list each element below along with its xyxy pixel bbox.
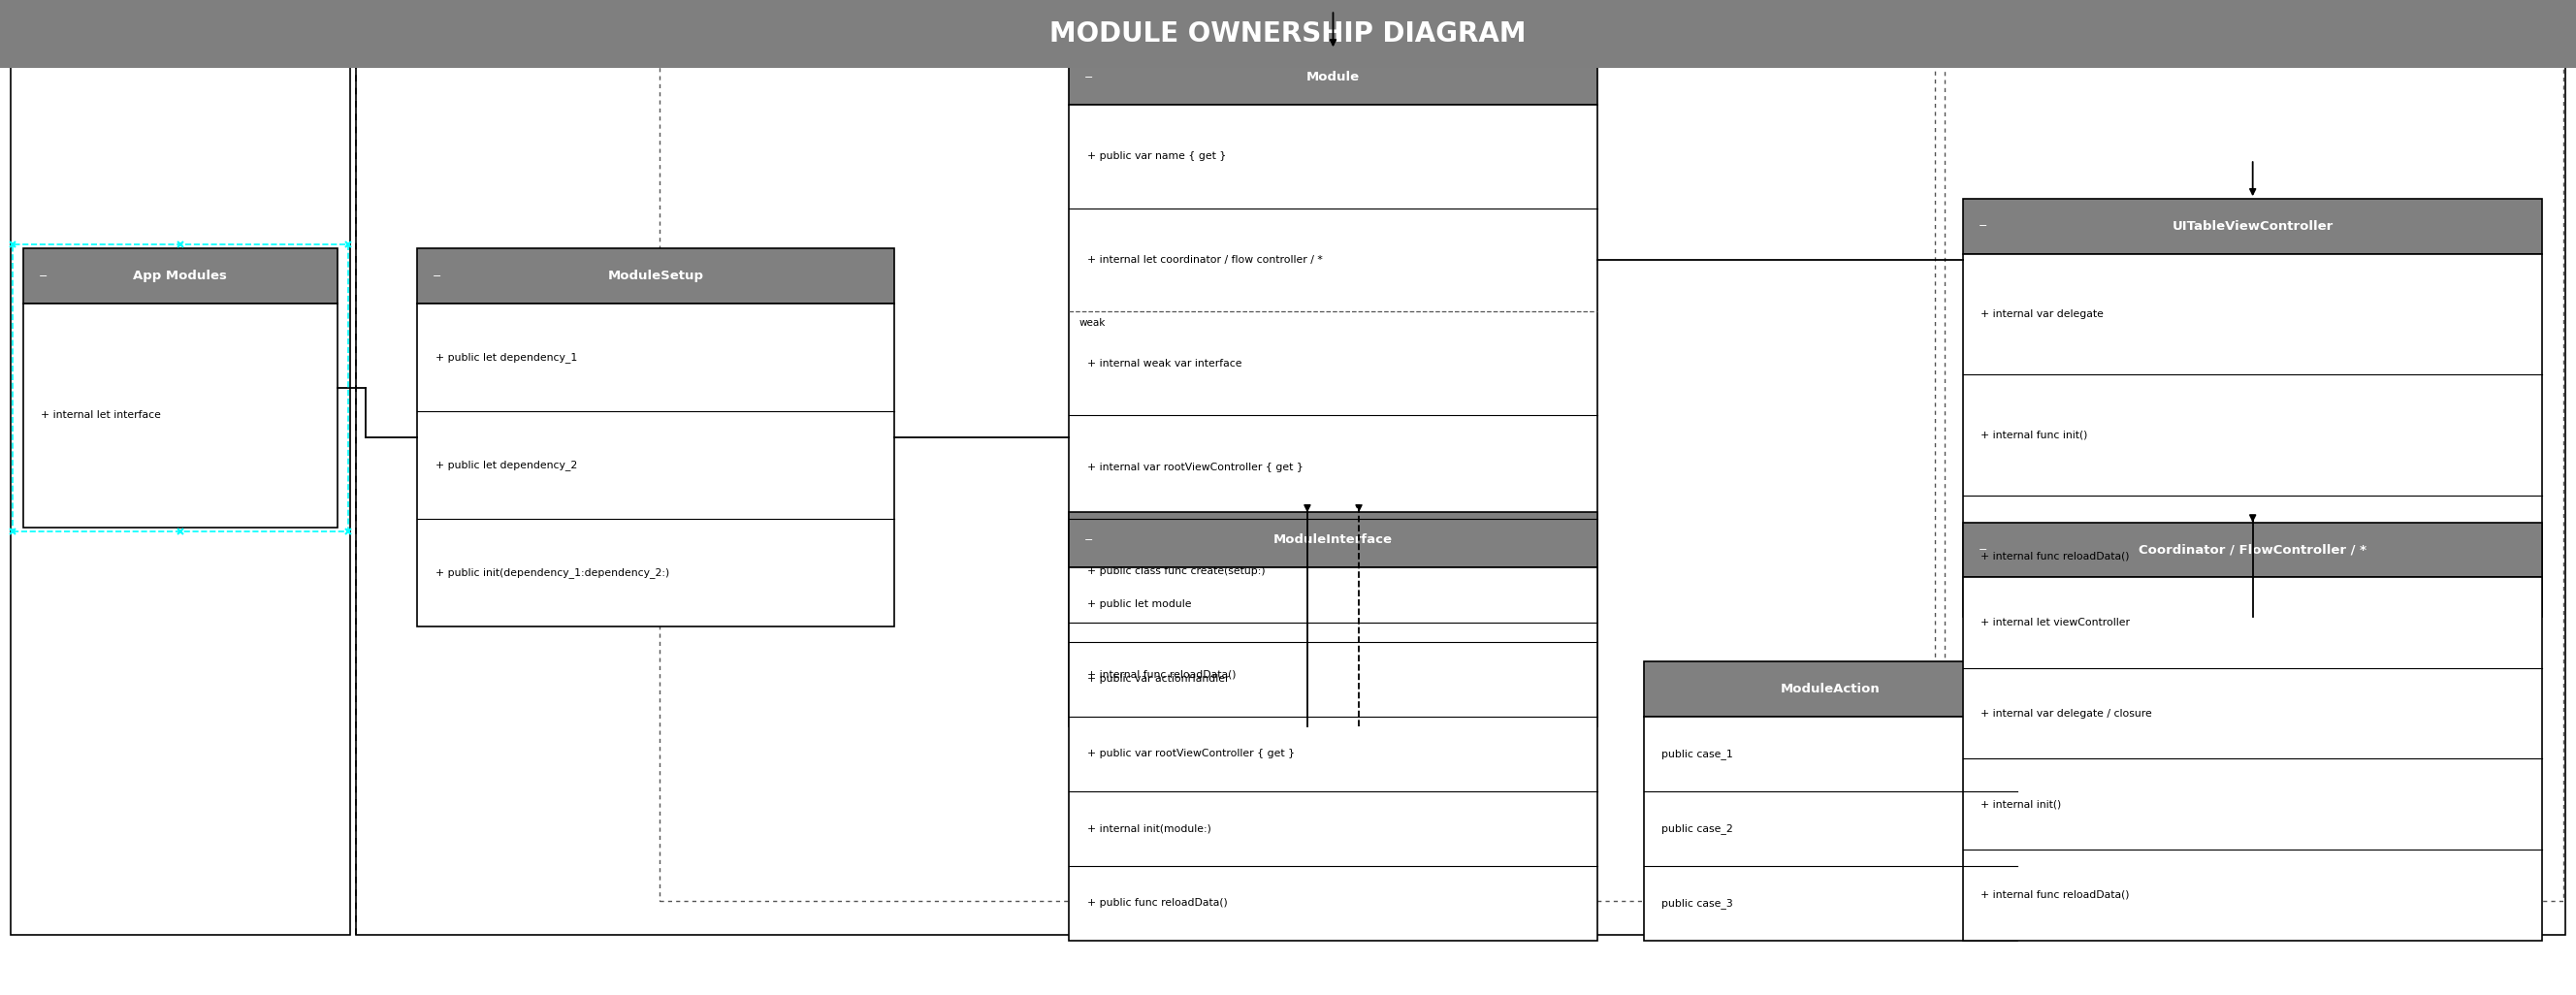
Text: MODULE OWNERSHIP DIAGRAM: MODULE OWNERSHIP DIAGRAM	[1048, 20, 1528, 48]
Text: Framework: Framework	[1409, 40, 1512, 58]
FancyBboxPatch shape	[417, 249, 894, 303]
FancyBboxPatch shape	[1643, 716, 2017, 940]
Text: + internal func init(): + internal func init()	[1981, 431, 2089, 440]
FancyBboxPatch shape	[1069, 104, 1597, 726]
Text: Internal: Internal	[2221, 48, 2287, 63]
FancyBboxPatch shape	[355, 20, 2566, 935]
Text: −: −	[1978, 545, 1989, 554]
FancyBboxPatch shape	[1963, 254, 2543, 617]
Text: + internal func reloadData(): + internal func reloadData()	[1981, 551, 2130, 561]
FancyBboxPatch shape	[1963, 577, 2543, 940]
Text: + internal weak var interface: + internal weak var interface	[1087, 359, 1242, 368]
Text: + internal func reloadData(): + internal func reloadData()	[1981, 891, 2130, 899]
Text: −: −	[1978, 222, 1989, 231]
Text: −: −	[1084, 535, 1095, 544]
Text: + internal var delegate: + internal var delegate	[1981, 309, 2105, 319]
Text: Coordinator / FlowController / *: Coordinator / FlowController / *	[2138, 543, 2367, 556]
Text: public case_1: public case_1	[1662, 748, 1734, 759]
FancyBboxPatch shape	[0, 0, 2576, 68]
Text: ModuleAction: ModuleAction	[1780, 683, 1880, 696]
FancyBboxPatch shape	[10, 20, 350, 935]
Text: + internal init(module:): + internal init(module:)	[1087, 824, 1211, 833]
Text: + public var rootViewController { get }: + public var rootViewController { get }	[1087, 749, 1296, 758]
Text: + public let dependency_1: + public let dependency_1	[435, 352, 577, 362]
Text: + internal let coordinator / flow controller / *: + internal let coordinator / flow contro…	[1087, 255, 1321, 265]
FancyBboxPatch shape	[23, 303, 337, 527]
FancyBboxPatch shape	[1963, 199, 2543, 254]
FancyBboxPatch shape	[1069, 567, 1597, 940]
Text: + internal let interface: + internal let interface	[41, 411, 162, 420]
Text: + internal let viewController: + internal let viewController	[1981, 618, 2130, 627]
Text: App: App	[162, 40, 198, 58]
Text: + public let module: + public let module	[1087, 600, 1190, 609]
Text: + internal var delegate / closure: + internal var delegate / closure	[1981, 708, 2154, 718]
Text: ModuleInterface: ModuleInterface	[1273, 533, 1394, 546]
Text: + public var actionHandler: + public var actionHandler	[1087, 675, 1229, 684]
Text: + internal init(): + internal init()	[1981, 799, 2061, 809]
Text: public case_3: public case_3	[1662, 897, 1734, 908]
Text: Module: Module	[1306, 71, 1360, 84]
Text: App Modules: App Modules	[134, 270, 227, 283]
Text: + public init(dependency_1:dependency_2:): + public init(dependency_1:dependency_2:…	[435, 568, 670, 578]
Text: + public let dependency_2: + public let dependency_2	[435, 460, 577, 471]
Text: −: −	[1084, 73, 1095, 82]
Text: weak: weak	[1079, 317, 1105, 327]
FancyBboxPatch shape	[1069, 50, 1597, 104]
FancyBboxPatch shape	[417, 303, 894, 627]
FancyBboxPatch shape	[1643, 662, 2017, 716]
Text: −: −	[39, 272, 49, 281]
FancyBboxPatch shape	[1069, 512, 1597, 567]
Text: ModuleSetup: ModuleSetup	[608, 270, 703, 283]
Text: + public var name { get }: + public var name { get }	[1087, 151, 1226, 161]
Text: + internal var rootViewController { get }: + internal var rootViewController { get …	[1087, 463, 1303, 472]
Text: public case_2: public case_2	[1662, 823, 1734, 834]
Text: UITableViewController: UITableViewController	[2172, 220, 2334, 233]
Text: Public: Public	[1273, 48, 1321, 63]
Text: + public class func create(setup:): + public class func create(setup:)	[1087, 566, 1265, 576]
Text: + public func reloadData(): + public func reloadData()	[1087, 898, 1226, 907]
Text: −: −	[433, 272, 443, 281]
FancyBboxPatch shape	[23, 249, 337, 303]
Text: + internal func reloadData(): + internal func reloadData()	[1087, 670, 1236, 680]
FancyBboxPatch shape	[1963, 522, 2543, 577]
